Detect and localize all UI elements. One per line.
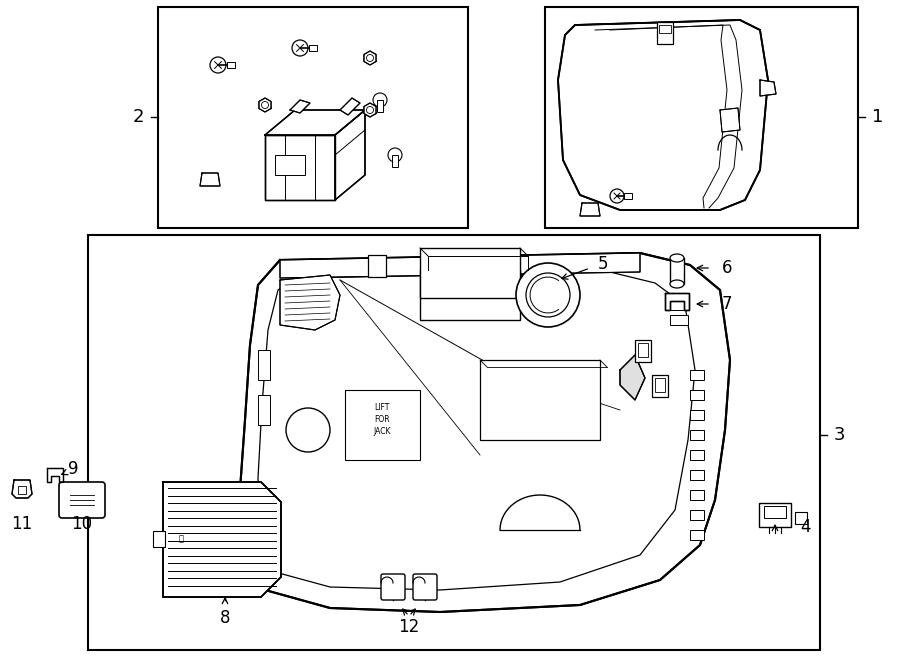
Circle shape bbox=[262, 102, 268, 108]
Polygon shape bbox=[265, 110, 365, 135]
Text: 4: 4 bbox=[800, 518, 811, 536]
Bar bbox=[690, 370, 704, 380]
Polygon shape bbox=[364, 103, 376, 117]
Bar bbox=[255, 555, 267, 575]
Bar bbox=[690, 530, 704, 540]
Bar bbox=[670, 300, 688, 310]
Bar bbox=[258, 350, 270, 380]
Circle shape bbox=[286, 408, 330, 452]
Polygon shape bbox=[47, 468, 63, 482]
Bar bbox=[18, 486, 26, 494]
Bar bbox=[345, 390, 420, 460]
Polygon shape bbox=[265, 135, 335, 200]
Polygon shape bbox=[340, 98, 360, 115]
Bar bbox=[153, 531, 165, 547]
Bar bbox=[795, 512, 807, 524]
Bar bbox=[275, 155, 305, 175]
Bar bbox=[657, 22, 673, 44]
Text: 10: 10 bbox=[71, 515, 93, 533]
Text: LIFT: LIFT bbox=[374, 403, 390, 412]
Circle shape bbox=[516, 263, 580, 327]
Text: Ꞔ: Ꞔ bbox=[178, 535, 184, 543]
Text: FOR: FOR bbox=[374, 416, 390, 424]
FancyBboxPatch shape bbox=[381, 574, 405, 600]
Bar bbox=[625, 193, 633, 199]
Bar bbox=[670, 258, 684, 284]
Bar bbox=[670, 315, 688, 325]
Text: 5: 5 bbox=[598, 255, 608, 273]
Bar bbox=[158, 7, 468, 228]
Bar bbox=[420, 270, 520, 320]
Bar bbox=[635, 340, 651, 362]
Circle shape bbox=[210, 57, 226, 73]
Polygon shape bbox=[335, 110, 365, 200]
Bar bbox=[377, 100, 383, 112]
Ellipse shape bbox=[670, 280, 684, 288]
Polygon shape bbox=[259, 98, 271, 112]
Bar bbox=[638, 343, 648, 357]
Bar bbox=[227, 62, 235, 68]
Bar bbox=[690, 510, 704, 520]
Polygon shape bbox=[665, 293, 689, 310]
Ellipse shape bbox=[670, 254, 684, 262]
Bar bbox=[480, 360, 600, 440]
Polygon shape bbox=[280, 253, 640, 278]
Polygon shape bbox=[290, 100, 310, 113]
Text: 7: 7 bbox=[722, 295, 733, 313]
Bar bbox=[420, 248, 520, 298]
Circle shape bbox=[373, 93, 387, 107]
Circle shape bbox=[610, 189, 624, 203]
Bar bbox=[690, 450, 704, 460]
Bar bbox=[690, 390, 704, 400]
Bar bbox=[88, 235, 820, 650]
Polygon shape bbox=[620, 355, 645, 400]
Bar bbox=[759, 503, 791, 527]
Polygon shape bbox=[558, 20, 768, 210]
Text: 6: 6 bbox=[722, 259, 733, 277]
Bar bbox=[258, 395, 270, 425]
Circle shape bbox=[526, 273, 570, 317]
Polygon shape bbox=[280, 275, 340, 330]
FancyBboxPatch shape bbox=[59, 482, 105, 518]
Bar bbox=[659, 25, 671, 33]
Polygon shape bbox=[364, 51, 376, 65]
Text: 3: 3 bbox=[834, 426, 845, 444]
Text: 9: 9 bbox=[68, 460, 78, 478]
Text: 1: 1 bbox=[872, 108, 884, 126]
Bar bbox=[652, 375, 668, 397]
Bar bbox=[690, 490, 704, 500]
Bar bbox=[655, 378, 665, 392]
FancyBboxPatch shape bbox=[413, 574, 437, 600]
Polygon shape bbox=[240, 253, 730, 612]
Polygon shape bbox=[720, 108, 740, 132]
Bar bbox=[690, 410, 704, 420]
Polygon shape bbox=[200, 173, 220, 186]
Polygon shape bbox=[760, 80, 776, 96]
Bar bbox=[545, 7, 858, 228]
Text: 2: 2 bbox=[132, 108, 144, 126]
Circle shape bbox=[388, 148, 402, 162]
Circle shape bbox=[366, 106, 373, 114]
Text: JACK: JACK bbox=[374, 428, 391, 436]
Polygon shape bbox=[163, 482, 281, 597]
Bar bbox=[392, 155, 398, 167]
Bar bbox=[690, 430, 704, 440]
Circle shape bbox=[366, 54, 373, 61]
Bar bbox=[690, 470, 704, 480]
Polygon shape bbox=[580, 203, 600, 216]
Text: 12: 12 bbox=[399, 618, 419, 636]
Bar bbox=[764, 506, 786, 518]
Bar bbox=[368, 255, 386, 277]
Circle shape bbox=[292, 40, 308, 56]
Text: 11: 11 bbox=[12, 515, 32, 533]
Bar bbox=[309, 45, 317, 51]
Text: 8: 8 bbox=[220, 609, 230, 627]
Polygon shape bbox=[12, 480, 32, 498]
